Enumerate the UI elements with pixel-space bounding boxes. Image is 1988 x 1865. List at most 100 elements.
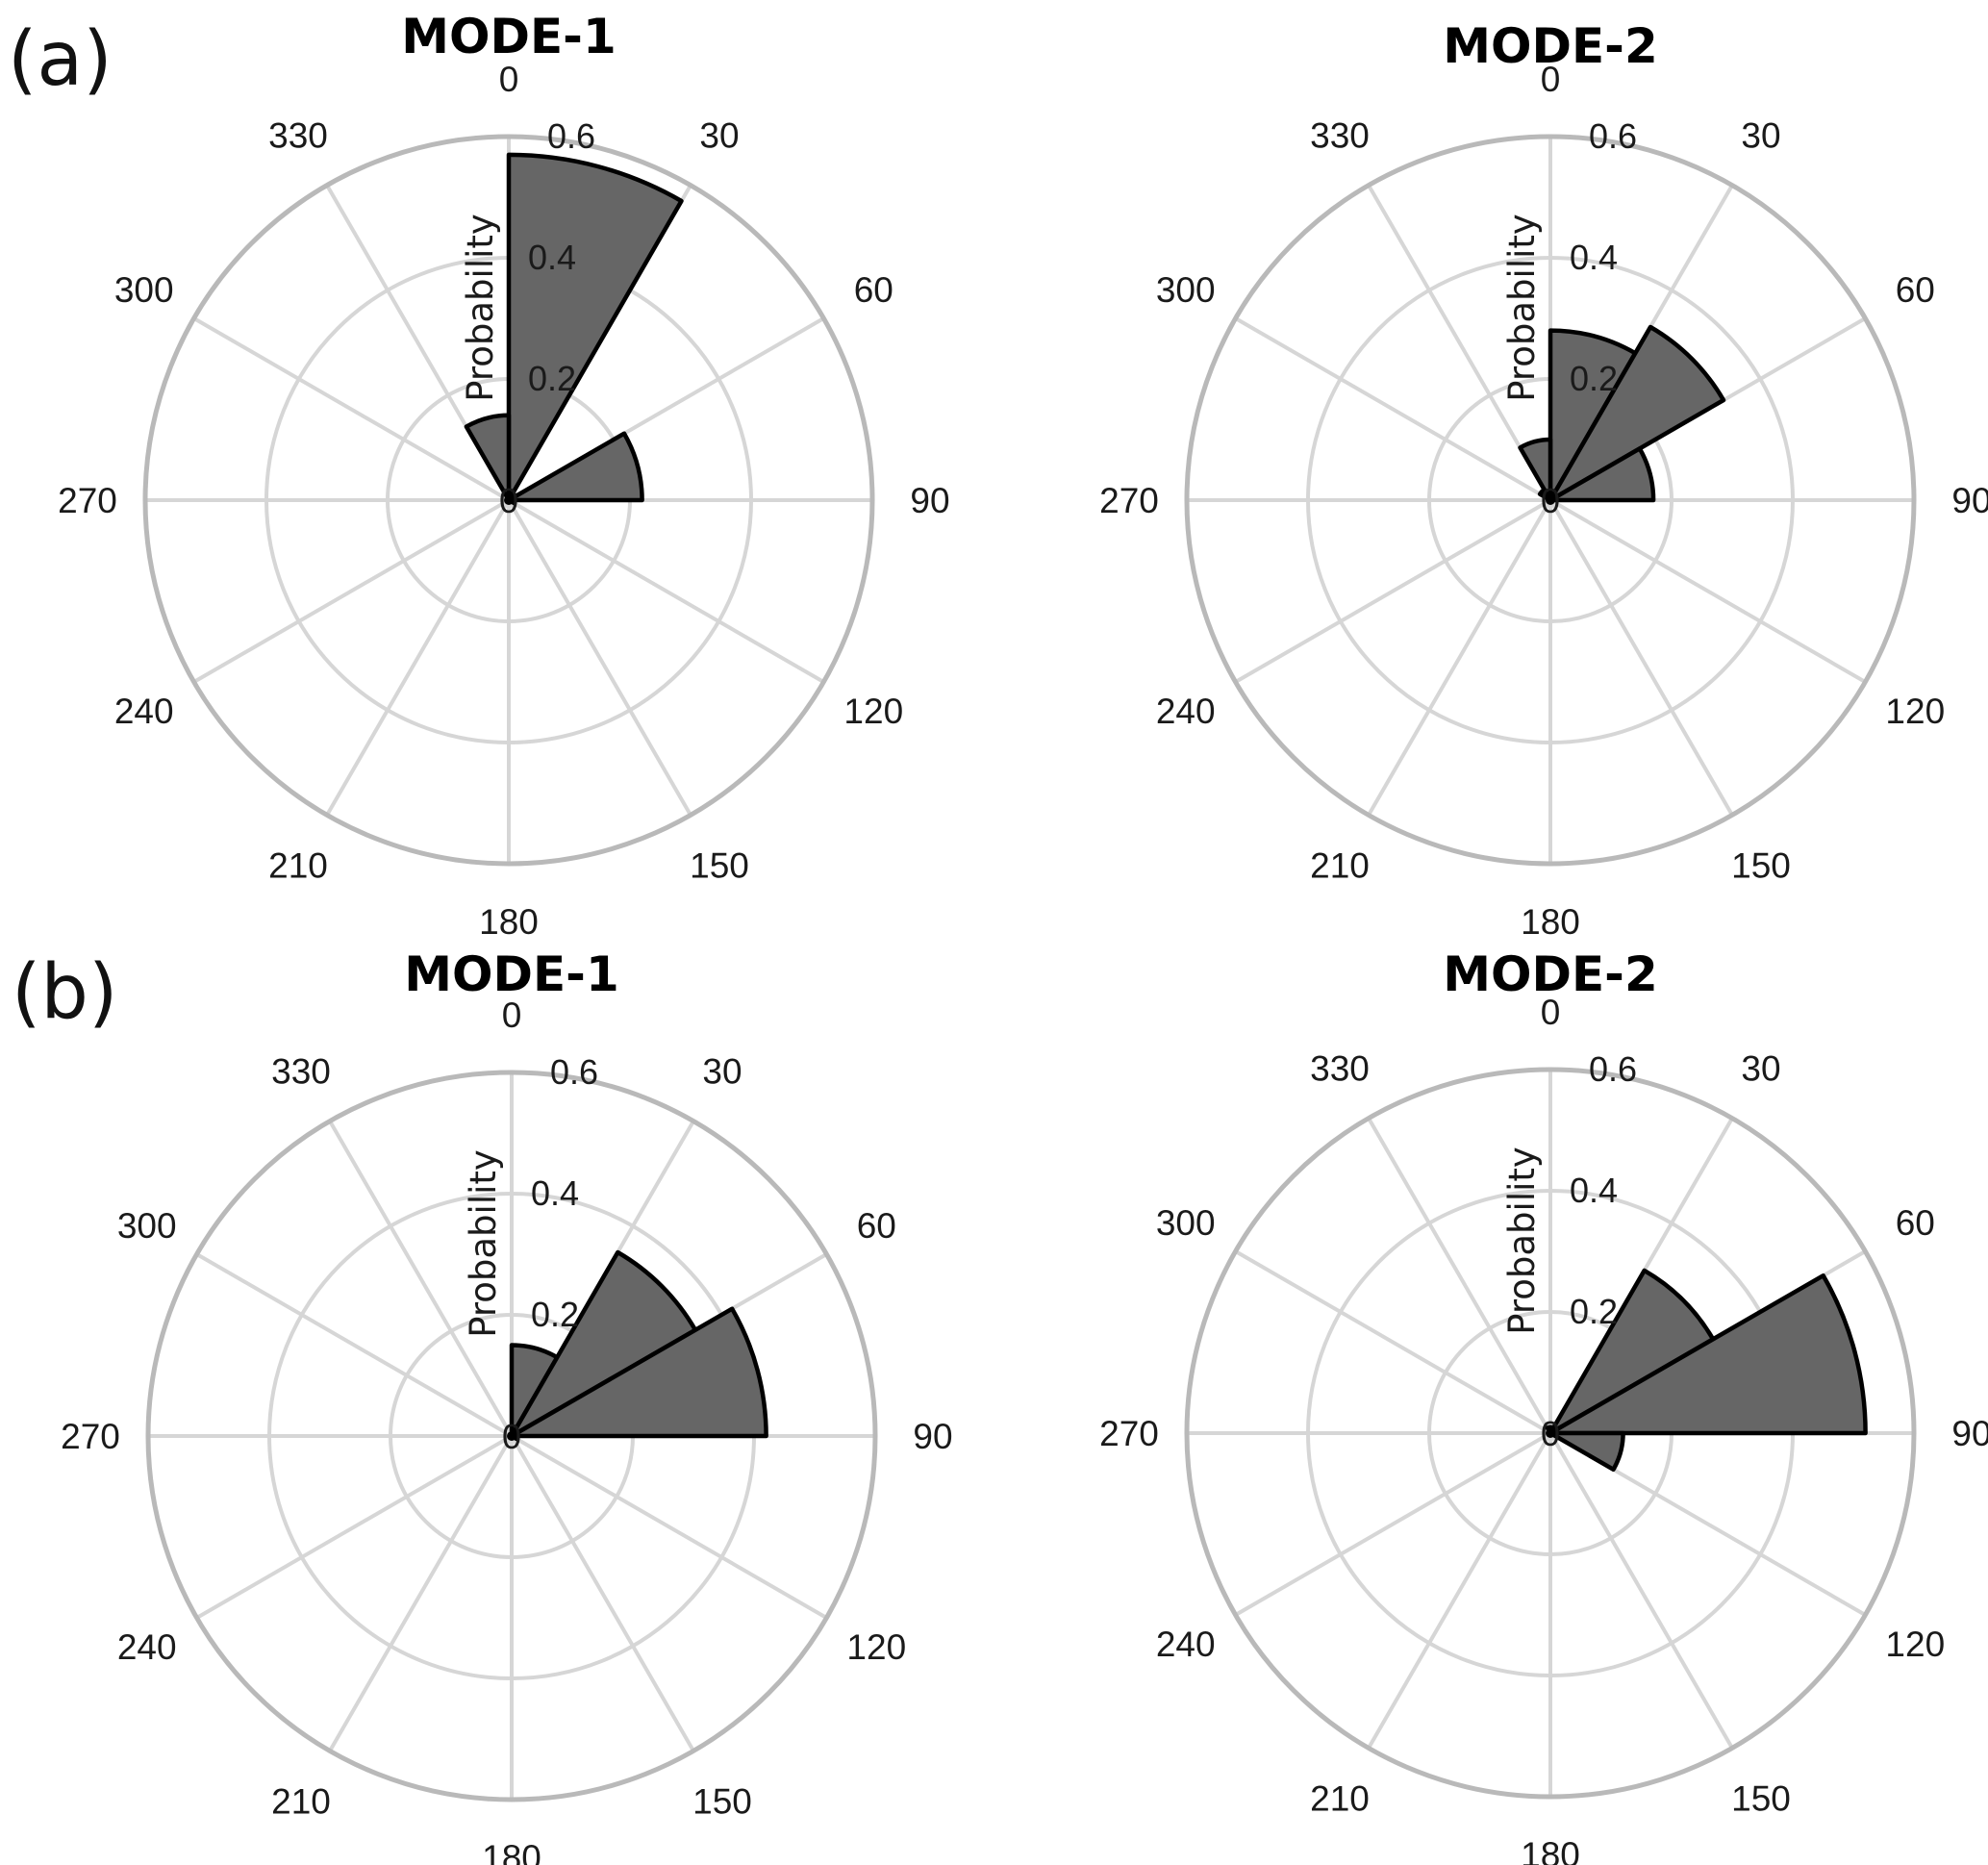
y-axis-label: Probability <box>1501 1147 1543 1335</box>
grid-spoke <box>192 316 510 502</box>
outer-frame <box>142 134 875 867</box>
theta-tick-label: 330 <box>1310 1049 1370 1089</box>
polar-bar <box>1548 1430 1625 1473</box>
theta-tick-label: 30 <box>699 116 739 156</box>
theta-tick-label: 0 <box>499 60 519 99</box>
grid-spoke <box>1548 498 1867 684</box>
theta-tick-label: 300 <box>117 1206 177 1246</box>
grid-spoke <box>1548 499 1734 817</box>
polar-bar <box>506 431 644 503</box>
radial-tick-label: 0.2 <box>1570 359 1618 398</box>
grid-spoke <box>1548 1431 1734 1750</box>
theta-tick-label: 90 <box>1951 481 1988 520</box>
radial-tick-label: 0.6 <box>1589 1049 1637 1089</box>
theta-tick-label: 120 <box>843 692 903 731</box>
theta-tick-label: 0 <box>1541 60 1561 99</box>
y-axis-label: Probability <box>1501 214 1543 402</box>
theta-tick-label: 120 <box>1885 692 1945 731</box>
grid-spoke <box>328 1120 514 1438</box>
polar-chart-b-mode2: MODE-2030609012015018021024027030033000.… <box>1099 946 1988 1865</box>
polar-bar <box>1548 1273 1868 1436</box>
center-marker <box>1546 1428 1555 1438</box>
outer-frame <box>145 1070 878 1802</box>
grid-spoke <box>1367 1431 1552 1750</box>
theta-tick-label: 30 <box>702 1052 742 1092</box>
center-marker <box>1546 495 1555 505</box>
radial-tick-label: 0 <box>1541 1414 1560 1453</box>
theta-tick-label: 60 <box>1896 270 1935 310</box>
center-marker <box>504 495 514 505</box>
theta-tick-label: 60 <box>1896 1203 1935 1243</box>
grid-spoke <box>1234 498 1552 684</box>
grid-spoke <box>511 1434 828 1620</box>
grid-spoke <box>510 1434 695 1752</box>
theta-tick-label: 210 <box>1310 845 1370 885</box>
theta-tick-label: 300 <box>1156 270 1216 310</box>
radial-tick-label: 0 <box>502 1417 521 1456</box>
theta-tick-label: 60 <box>854 270 893 310</box>
grid-spoke <box>1367 499 1552 817</box>
theta-tick-label: 120 <box>846 1627 906 1667</box>
polar-chart-b-mode1: MODE-1030609012015018021024027030033000.… <box>61 946 952 1865</box>
theta-tick-label: 150 <box>1731 845 1791 885</box>
theta-tick-label: 210 <box>1310 1778 1370 1818</box>
panel-label-a: (a) <box>8 16 113 103</box>
theta-tick-label: 270 <box>61 1417 120 1456</box>
grid-spoke <box>1234 1249 1552 1435</box>
radial-tick-label: 0 <box>499 481 518 520</box>
theta-tick-label: 210 <box>268 845 328 885</box>
theta-tick-label: 120 <box>1885 1625 1945 1664</box>
grid-spoke <box>1367 1117 1552 1435</box>
theta-tick-label: 90 <box>910 481 949 520</box>
grid-spoke <box>1234 316 1552 502</box>
theta-tick-label: 330 <box>1310 116 1370 156</box>
outer-frame <box>1184 1067 1917 1800</box>
radial-tick-label: 0.6 <box>550 1052 598 1092</box>
theta-tick-label: 330 <box>271 1052 331 1092</box>
polar-bar <box>509 1306 768 1439</box>
chart-title: MODE-2 <box>1443 946 1657 1002</box>
theta-tick-label: 0 <box>502 996 522 1035</box>
theta-tick-label: 150 <box>1731 1778 1791 1818</box>
theta-tick-label: 330 <box>268 116 328 156</box>
radial-tick-label: 0.2 <box>528 359 576 398</box>
radial-tick-label: 0.6 <box>1589 116 1637 156</box>
outer-frame <box>1184 134 1917 867</box>
theta-tick-label: 300 <box>1156 1203 1216 1243</box>
theta-tick-label: 90 <box>913 1417 952 1456</box>
grid-spoke <box>328 1434 514 1752</box>
polar-chart-a-mode2: MODE-2030609012015018021024027030033000.… <box>1099 18 1988 942</box>
polar-bar <box>464 413 512 503</box>
theta-tick-label: 240 <box>1156 692 1216 731</box>
radial-tick-label: 0.4 <box>1570 238 1618 277</box>
theta-tick-label: 300 <box>114 270 174 310</box>
radial-tick-label: 0.2 <box>531 1295 579 1334</box>
center-marker <box>507 1431 516 1441</box>
chart-title: MODE-1 <box>401 9 616 64</box>
theta-tick-label: 240 <box>114 692 174 731</box>
grid-spoke <box>1234 1431 1552 1617</box>
theta-tick-label: 180 <box>479 902 539 942</box>
panel-label-b: (b) <box>12 949 117 1036</box>
theta-tick-label: 270 <box>1099 481 1159 520</box>
theta-tick-label: 180 <box>1521 1835 1580 1865</box>
y-axis-label: Probability <box>460 214 501 402</box>
polar-bar <box>1518 437 1553 503</box>
grid-spoke <box>195 1252 513 1438</box>
theta-tick-label: 180 <box>482 1838 541 1865</box>
grid-spoke <box>325 499 511 817</box>
polar-bar <box>1548 324 1726 503</box>
chart-title: MODE-1 <box>404 946 618 1002</box>
grid-spoke <box>195 1434 513 1620</box>
radial-tick-label: 0.2 <box>1570 1292 1618 1331</box>
y-axis-label: Probability <box>463 1149 504 1338</box>
grid-spoke <box>508 498 825 684</box>
chart-title: MODE-2 <box>1443 18 1657 74</box>
theta-tick-label: 210 <box>271 1781 331 1821</box>
theta-tick-label: 180 <box>1521 902 1580 942</box>
polar-bar <box>509 1249 698 1439</box>
theta-tick-label: 30 <box>1741 1049 1780 1089</box>
radial-tick-label: 0 <box>1541 481 1560 520</box>
polar-bar <box>1548 446 1656 503</box>
